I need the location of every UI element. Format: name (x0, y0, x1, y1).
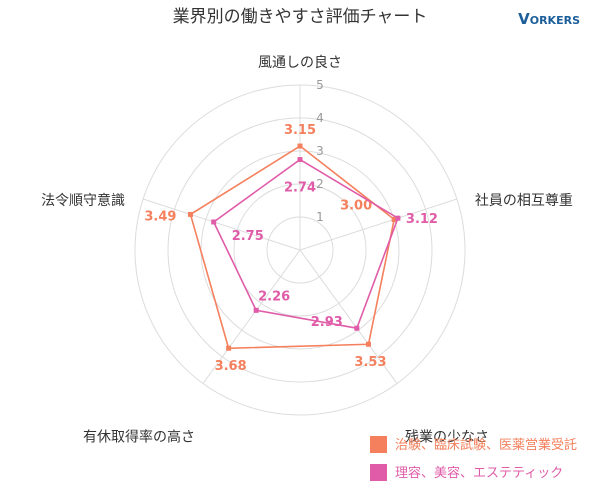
tick-label: 5 (316, 78, 324, 92)
axis-label: 残業の少なさ (405, 429, 489, 445)
data-label: 2.75 (232, 229, 264, 244)
series-point (253, 307, 259, 313)
axis-label: 法令順守意識 (41, 192, 125, 209)
series-point (297, 157, 303, 163)
data-label: 3.15 (284, 123, 316, 138)
series-polygon (212, 158, 399, 330)
data-label: 2.74 (284, 181, 316, 196)
legend-label: 理容、美容、エステティック (395, 465, 563, 481)
tick-label: 4 (316, 111, 324, 125)
grid-spoke (299, 249, 398, 384)
series-point (187, 211, 193, 217)
data-label: 2.93 (311, 315, 343, 330)
legend-swatch (370, 464, 387, 481)
data-label: 3.53 (354, 355, 386, 370)
data-label: 3.12 (406, 212, 438, 227)
grid-spoke (299, 198, 458, 251)
series-point (395, 215, 401, 221)
series-point (297, 143, 303, 149)
chart-title: 業界別の働きやすさ評価チャート (173, 7, 428, 27)
data-label: 3.00 (340, 198, 372, 213)
data-label: 3.68 (215, 359, 247, 374)
tick-label: 2 (316, 177, 324, 191)
grid-spoke (202, 249, 301, 384)
series-point (391, 216, 397, 222)
radar-ticks: 1 2 3 4 5 (316, 78, 324, 224)
series-point (365, 341, 371, 347)
axis-label: 有休取得率の高さ (83, 428, 195, 445)
series-point (354, 325, 360, 331)
data-label: 2.26 (258, 289, 290, 304)
tick-label: 1 (316, 210, 324, 224)
series-point (226, 345, 232, 351)
series-point (211, 219, 217, 225)
grid-spoke (142, 198, 301, 251)
radar-grid (134, 84, 466, 416)
legend-swatch (370, 436, 387, 453)
radar-series: 3.15 3.00 3.53 3.68 3.49 2.74 3.12 2.93 2.26 2.75 (144, 123, 438, 374)
axis-label: 風通しの良さ (258, 55, 342, 71)
legend-label: 治験、臨床試験、医薬営業受託 (395, 437, 577, 453)
axis-label: 社員の相互尊重 (475, 192, 573, 209)
tick-label: 3 (316, 144, 324, 158)
data-label: 3.49 (144, 209, 176, 224)
vorkers-logo: VORKERS (518, 10, 580, 28)
